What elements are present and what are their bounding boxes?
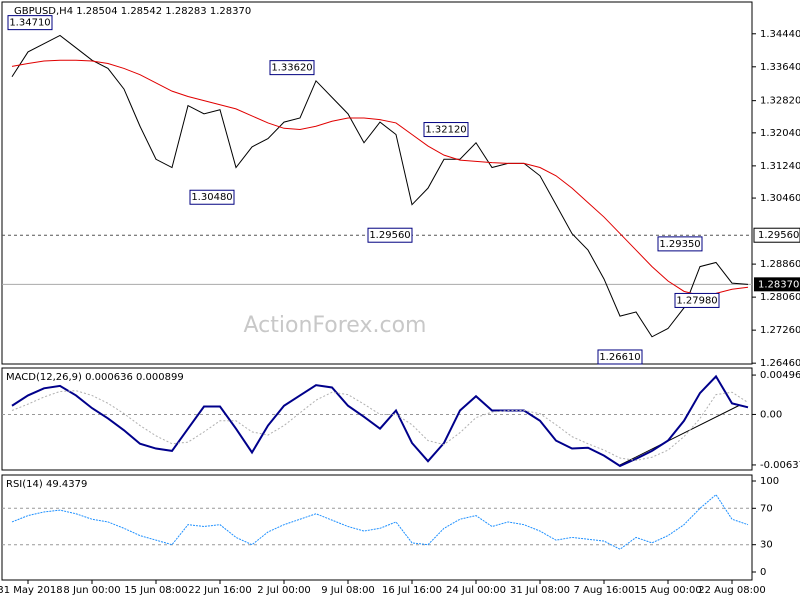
y-tick-label: -0.006372	[760, 460, 800, 471]
y-tick-label: 0	[760, 567, 766, 578]
annotation-box	[423, 122, 469, 138]
y-tick-label: 100	[760, 476, 779, 487]
price-title: GBPUSD,H4 1.28504 1.28542 1.28283 1.2837…	[14, 6, 251, 17]
y-tick-label: 1.30460	[760, 193, 800, 204]
rsi-title: RSI(14) 49.4379	[6, 479, 87, 490]
watermark: ActionForex.com	[244, 313, 427, 338]
y-tick-label: 1.28060	[760, 292, 800, 303]
y-tick-label: 1.32040	[760, 128, 800, 139]
y-tick-label: 1.33640	[760, 62, 800, 73]
annotation-box	[269, 60, 315, 76]
panel-frame	[1, 1, 753, 365]
y-tick-label: 70	[760, 503, 773, 514]
annotation-box	[674, 292, 720, 308]
annotation-label: 1.29560	[369, 230, 410, 241]
y-tick-label: 1.26460	[760, 358, 800, 369]
y-tick-label: 0.00	[760, 409, 782, 420]
x-tick-label: 16 Jul 16:00	[382, 585, 442, 596]
y-tick-label: 1.34440	[760, 29, 800, 40]
annotation-label: 1.33620	[271, 63, 312, 74]
y-tick-label: 0.004968	[760, 370, 800, 381]
x-tick-label: 7 Aug 16:00	[573, 585, 634, 596]
series-line	[11, 493, 749, 550]
panel-frame	[1, 474, 753, 581]
annotation-box	[597, 349, 643, 365]
macd-title: MACD(12,26,9) 0.000636 0.000899	[6, 372, 184, 383]
price-label-box	[753, 227, 800, 243]
x-tick-label: 2 Jul 00:00	[257, 585, 311, 596]
x-tick-label: 22 Aug 08:00	[698, 585, 765, 596]
annotation-box	[657, 236, 703, 252]
y-tick-label: 1.31240	[760, 161, 800, 172]
price-label: 1.29560	[758, 230, 799, 241]
x-tick-label: 9 Jul 08:00	[321, 585, 375, 596]
annotation-label: 1.30480	[191, 192, 232, 203]
annotation-label: 1.29350	[659, 239, 700, 250]
x-tick-label: 24 Jul 00:00	[446, 585, 506, 596]
annotation-box	[367, 227, 413, 243]
annotation-label: 1.34710	[9, 18, 50, 29]
annotation-box	[189, 189, 235, 205]
y-tick-label: 30	[760, 540, 773, 551]
x-tick-label: 22 Jun 16:00	[188, 585, 252, 596]
x-tick-label: 8 Jun 00:00	[63, 585, 120, 596]
x-tick-label: 31 May 2018	[0, 585, 63, 596]
x-tick-label: 15 Jun 08:00	[124, 585, 188, 596]
annotation-label: 1.26610	[599, 352, 640, 363]
series-line	[11, 34, 749, 338]
y-tick-label: 1.27260	[760, 325, 800, 336]
series-line	[11, 59, 749, 296]
x-tick-label: 31 Jul 08:00	[510, 585, 570, 596]
price-label-box	[754, 277, 800, 292]
annotation-label: 1.27980	[676, 295, 717, 306]
series-line	[11, 374, 749, 468]
series-line	[11, 390, 749, 461]
annotation-box	[7, 15, 53, 31]
x-tick-label: 15 Aug 00:00	[634, 585, 701, 596]
annotation-label: 1.32120	[425, 125, 466, 136]
macd-trendline	[619, 404, 741, 466]
y-tick-label: 1.28860	[760, 259, 800, 270]
price-label: 1.28370	[758, 279, 799, 290]
y-tick-label: 1.32820	[760, 96, 800, 107]
panel-frame	[1, 367, 753, 471]
